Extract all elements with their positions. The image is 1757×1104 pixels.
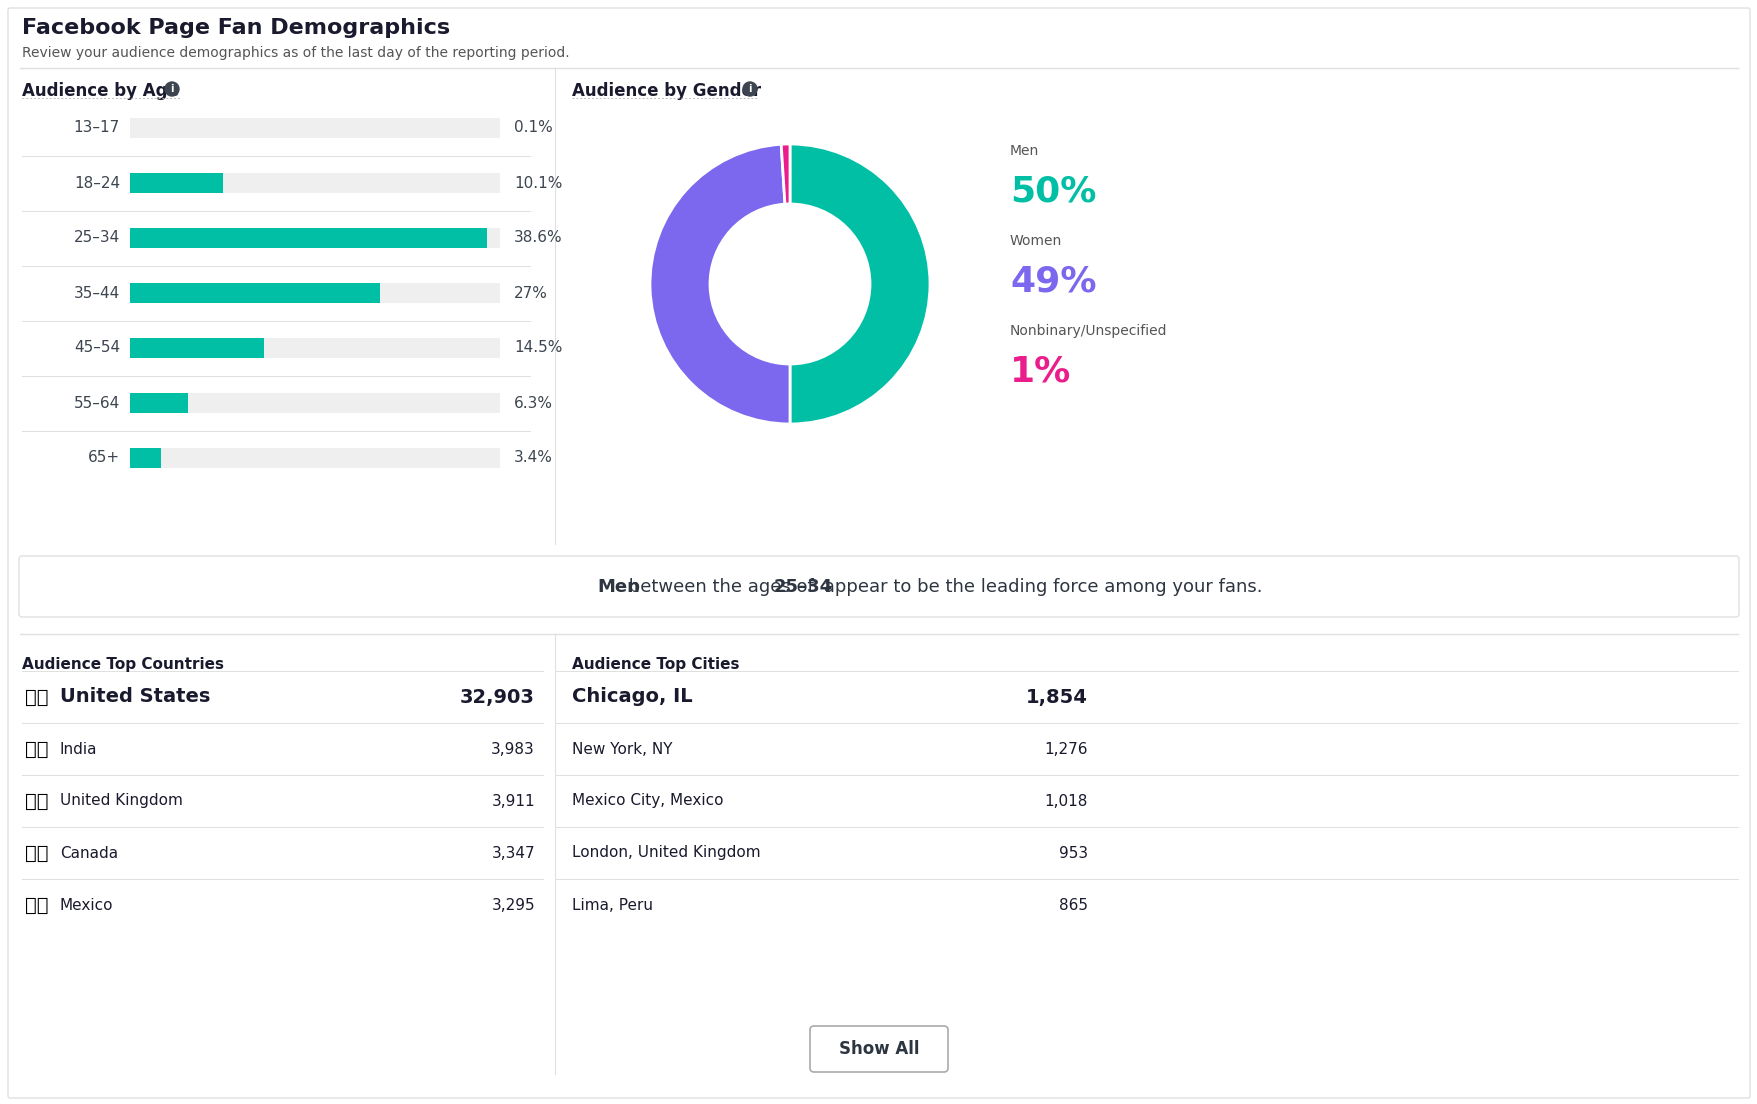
Text: 49%: 49%: [1010, 264, 1096, 298]
Text: 🇨🇦: 🇨🇦: [25, 843, 49, 862]
Bar: [130, 448, 162, 468]
Text: 27%: 27%: [513, 286, 548, 300]
Text: Women: Women: [1010, 234, 1061, 248]
Text: 🇬🇧: 🇬🇧: [25, 792, 49, 810]
Bar: [130, 393, 188, 413]
Text: 865: 865: [1058, 898, 1088, 913]
Text: 6.3%: 6.3%: [513, 395, 553, 411]
Text: 3,911: 3,911: [492, 794, 534, 808]
Text: Audience by Age: Audience by Age: [23, 82, 179, 100]
Text: Audience Top Countries: Audience Top Countries: [23, 657, 223, 672]
Text: United Kingdom: United Kingdom: [60, 794, 183, 808]
Circle shape: [165, 82, 179, 96]
Text: 🇺🇸: 🇺🇸: [25, 688, 49, 707]
Text: Chicago, IL: Chicago, IL: [571, 688, 692, 707]
Wedge shape: [789, 144, 929, 424]
Text: Men: Men: [1010, 144, 1038, 158]
Text: Canada: Canada: [60, 846, 118, 860]
Text: 18–24: 18–24: [74, 176, 119, 191]
Text: 1,854: 1,854: [1026, 688, 1088, 707]
Text: 1%: 1%: [1010, 354, 1070, 388]
Text: Review your audience demographics as of the last day of the reporting period.: Review your audience demographics as of …: [23, 46, 569, 60]
Text: 50%: 50%: [1010, 174, 1096, 208]
Text: 25–34: 25–34: [773, 577, 833, 595]
Text: 0.1%: 0.1%: [513, 120, 552, 136]
Text: 🇲🇽: 🇲🇽: [25, 895, 49, 914]
Text: 35–44: 35–44: [74, 286, 119, 300]
Text: 10.1%: 10.1%: [513, 176, 562, 191]
Text: 38.6%: 38.6%: [513, 231, 562, 245]
Bar: [130, 173, 499, 193]
Text: Audience Top Cities: Audience Top Cities: [571, 657, 740, 672]
Text: i: i: [170, 84, 174, 94]
Bar: [130, 448, 499, 468]
Bar: [130, 173, 223, 193]
Text: Show All: Show All: [838, 1040, 919, 1058]
Text: 953: 953: [1058, 846, 1088, 860]
Text: between the ages of: between the ages of: [624, 577, 819, 595]
Bar: [130, 283, 499, 302]
Text: 🇮🇳: 🇮🇳: [25, 740, 49, 758]
FancyBboxPatch shape: [19, 556, 1738, 617]
Text: 13–17: 13–17: [74, 120, 119, 136]
Bar: [130, 283, 380, 302]
Text: London, United Kingdom: London, United Kingdom: [571, 846, 761, 860]
Bar: [130, 229, 487, 248]
Text: Facebook Page Fan Demographics: Facebook Page Fan Demographics: [23, 18, 450, 38]
Text: 3,295: 3,295: [492, 898, 534, 913]
Bar: [130, 338, 499, 358]
Text: Men: Men: [597, 577, 640, 595]
Bar: [130, 338, 264, 358]
Text: Audience by Gender: Audience by Gender: [571, 82, 761, 100]
Text: Nonbinary/Unspecified: Nonbinary/Unspecified: [1010, 323, 1167, 338]
Text: 3,983: 3,983: [490, 742, 534, 756]
FancyBboxPatch shape: [810, 1026, 947, 1072]
Text: 25–34: 25–34: [74, 231, 119, 245]
Text: 3,347: 3,347: [492, 846, 534, 860]
Bar: [130, 118, 499, 138]
Text: Mexico City, Mexico: Mexico City, Mexico: [571, 794, 724, 808]
Text: Mexico: Mexico: [60, 898, 114, 913]
Text: 55–64: 55–64: [74, 395, 119, 411]
Circle shape: [743, 82, 757, 96]
Text: i: i: [748, 84, 752, 94]
Text: appear to be the leading force among your fans.: appear to be the leading force among you…: [817, 577, 1262, 595]
Text: Lima, Peru: Lima, Peru: [571, 898, 652, 913]
Bar: [130, 229, 499, 248]
Text: 45–54: 45–54: [74, 340, 119, 355]
Text: 65+: 65+: [88, 450, 119, 466]
Text: 1,018: 1,018: [1044, 794, 1088, 808]
Text: 32,903: 32,903: [460, 688, 534, 707]
Text: India: India: [60, 742, 97, 756]
Bar: [130, 393, 499, 413]
Text: United States: United States: [60, 688, 211, 707]
Wedge shape: [650, 145, 789, 424]
Text: 1,276: 1,276: [1044, 742, 1088, 756]
Text: New York, NY: New York, NY: [571, 742, 673, 756]
Text: 3.4%: 3.4%: [513, 450, 552, 466]
Wedge shape: [780, 144, 789, 204]
Text: 14.5%: 14.5%: [513, 340, 562, 355]
